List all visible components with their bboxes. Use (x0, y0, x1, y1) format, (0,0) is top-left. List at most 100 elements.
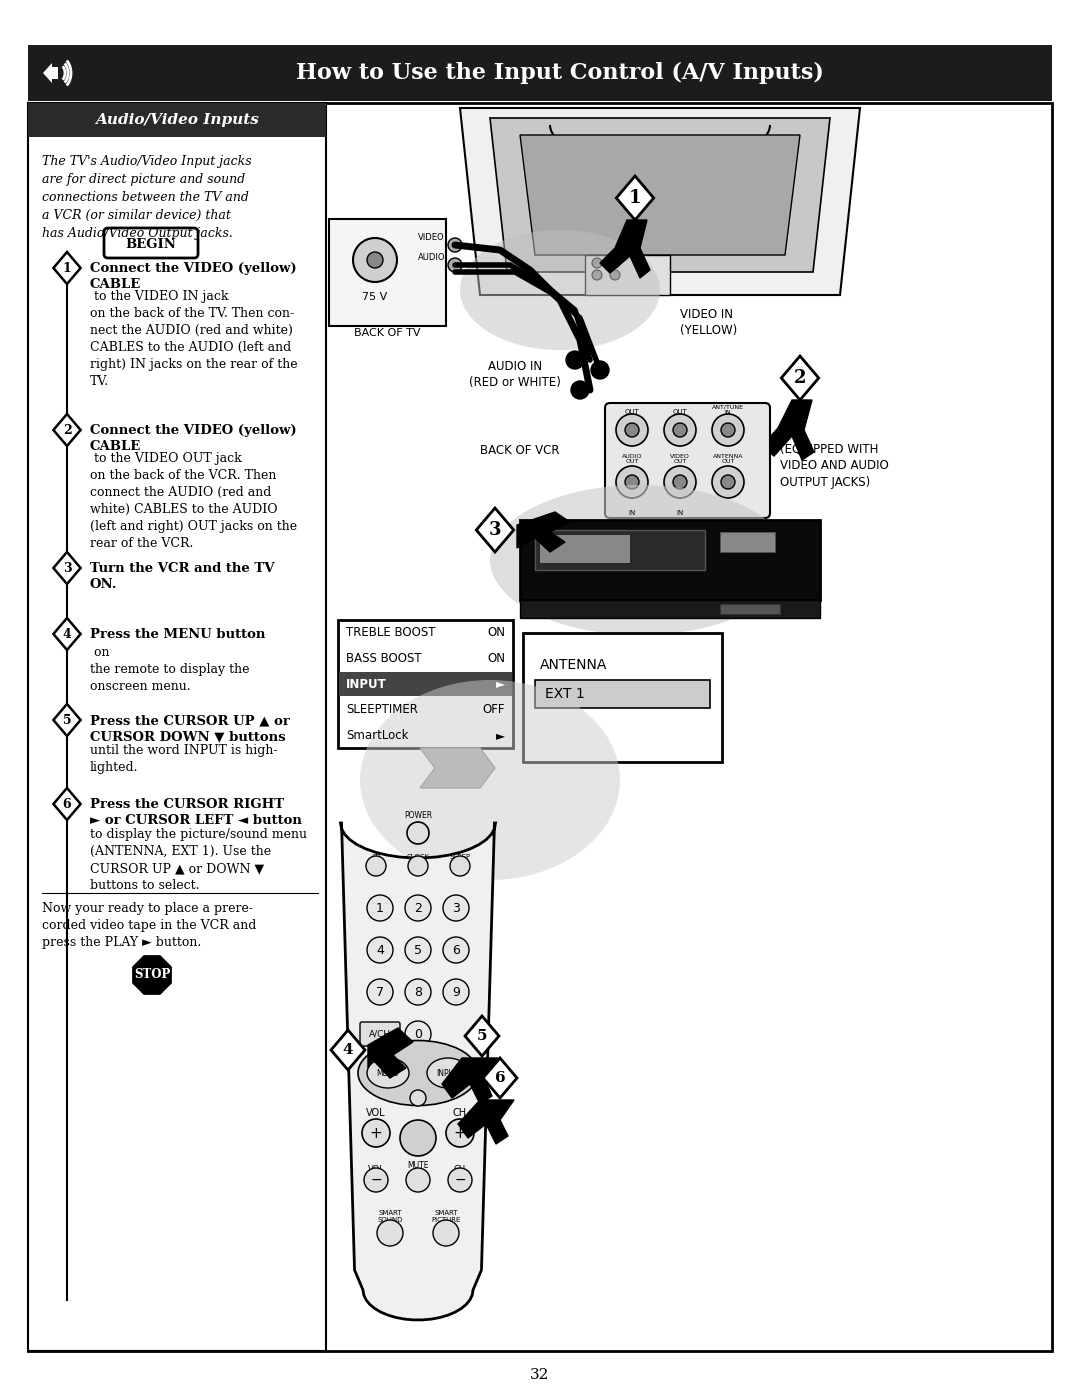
Circle shape (433, 1220, 459, 1246)
Text: Press the CURSOR UP ▲ or
CURSOR DOWN ▼ buttons: Press the CURSOR UP ▲ or CURSOR DOWN ▼ b… (90, 714, 289, 743)
Text: +: + (369, 1126, 382, 1140)
Circle shape (443, 979, 469, 1004)
FancyBboxPatch shape (535, 529, 705, 570)
Polygon shape (368, 1028, 413, 1078)
Circle shape (400, 1120, 436, 1155)
Text: Connect the VIDEO (yellow)
CABLE: Connect the VIDEO (yellow) CABLE (90, 425, 297, 454)
Text: Turn the VCR and the TV
ON.: Turn the VCR and the TV ON. (90, 562, 274, 591)
Polygon shape (465, 1016, 499, 1056)
FancyBboxPatch shape (523, 633, 723, 761)
Circle shape (610, 258, 620, 268)
Circle shape (721, 423, 735, 437)
Circle shape (625, 423, 639, 437)
Text: OFF: OFF (483, 703, 505, 717)
FancyBboxPatch shape (720, 532, 775, 552)
Circle shape (448, 1168, 472, 1192)
Circle shape (625, 475, 639, 489)
FancyBboxPatch shape (104, 228, 198, 258)
Text: SOUND: SOUND (377, 1217, 403, 1222)
FancyBboxPatch shape (360, 1023, 400, 1046)
Text: INPUT: INPUT (436, 1069, 459, 1077)
Circle shape (616, 467, 648, 497)
Polygon shape (53, 552, 81, 584)
FancyBboxPatch shape (540, 535, 630, 563)
Polygon shape (330, 1030, 365, 1070)
Text: SmartLock: SmartLock (346, 729, 408, 742)
Text: TREBLE BOOST: TREBLE BOOST (346, 626, 435, 640)
Polygon shape (43, 63, 52, 82)
Text: BASS BOOST: BASS BOOST (346, 652, 421, 665)
Polygon shape (53, 617, 81, 650)
Text: on
the remote to display the
onscreen menu.: on the remote to display the onscreen me… (90, 645, 249, 693)
Circle shape (377, 1220, 403, 1246)
Text: CLOCK: CLOCK (406, 854, 430, 861)
Polygon shape (617, 176, 653, 219)
FancyBboxPatch shape (28, 45, 1052, 101)
Text: Press the CURSOR RIGHT
► or CURSOR LEFT ◄ button: Press the CURSOR RIGHT ► or CURSOR LEFT … (90, 798, 302, 827)
FancyBboxPatch shape (519, 520, 820, 599)
Text: 6: 6 (495, 1071, 505, 1085)
Text: Connect the VIDEO (yellow)
CABLE: Connect the VIDEO (yellow) CABLE (90, 263, 297, 292)
Text: STOP: STOP (134, 968, 171, 982)
Text: 6: 6 (63, 798, 71, 810)
Text: VCR
(EQUIPPED WITH
VIDEO AND AUDIO
OUTPUT JACKS): VCR (EQUIPPED WITH VIDEO AND AUDIO OUTPU… (780, 425, 889, 489)
Circle shape (353, 237, 397, 282)
Text: EXT 1: EXT 1 (545, 687, 584, 701)
Polygon shape (134, 957, 171, 993)
Text: 2: 2 (414, 901, 422, 915)
Text: −: − (370, 1173, 382, 1187)
Text: to the VIDEO IN jack
on the back of the TV. Then con-
nect the AUDIO (red and wh: to the VIDEO IN jack on the back of the … (90, 291, 298, 388)
Text: 6: 6 (453, 943, 460, 957)
Text: CH: CH (454, 1165, 467, 1175)
Text: ON: ON (487, 652, 505, 665)
Text: INPUT: INPUT (346, 678, 387, 690)
Circle shape (364, 1168, 388, 1192)
FancyBboxPatch shape (52, 67, 58, 80)
Circle shape (610, 270, 620, 279)
Text: +: + (454, 1126, 467, 1140)
Text: ANT/TUNE
IN: ANT/TUNE IN (712, 405, 744, 415)
FancyBboxPatch shape (535, 680, 710, 708)
Text: to the VIDEO OUT jack
on the back of the VCR. Then
connect the AUDIO (red and
wh: to the VIDEO OUT jack on the back of the… (90, 453, 297, 550)
Circle shape (592, 270, 602, 279)
Circle shape (448, 258, 462, 272)
Text: VIDEO
OUT: VIDEO OUT (670, 454, 690, 464)
Circle shape (664, 414, 696, 446)
Text: 1: 1 (63, 261, 71, 274)
Circle shape (673, 475, 687, 489)
Circle shape (450, 856, 470, 876)
Text: OUT: OUT (673, 409, 687, 415)
Text: Now your ready to place a prere-
corded video tape in the VCR and
press the PLAY: Now your ready to place a prere- corded … (42, 902, 256, 949)
Polygon shape (519, 136, 800, 256)
FancyBboxPatch shape (720, 604, 780, 615)
Text: 32: 32 (530, 1368, 550, 1382)
Text: CH: CH (453, 1108, 467, 1118)
Text: IN: IN (676, 510, 684, 515)
Circle shape (405, 895, 431, 921)
FancyBboxPatch shape (28, 103, 326, 137)
Text: OUT: OUT (624, 409, 639, 415)
Polygon shape (53, 251, 81, 284)
Circle shape (712, 467, 744, 497)
Text: ON: ON (487, 626, 505, 640)
FancyBboxPatch shape (585, 256, 670, 295)
Text: 7: 7 (376, 985, 384, 999)
Circle shape (410, 1090, 426, 1106)
Text: VOL: VOL (367, 1165, 384, 1175)
Ellipse shape (360, 680, 620, 880)
Text: 0: 0 (414, 1028, 422, 1041)
Polygon shape (476, 509, 514, 552)
Text: SLEEPTIMER: SLEEPTIMER (346, 703, 418, 717)
Text: VIDEO: VIDEO (418, 232, 445, 242)
Text: 4: 4 (342, 1044, 353, 1058)
Polygon shape (762, 400, 814, 460)
Text: 3: 3 (453, 901, 460, 915)
Circle shape (571, 381, 589, 400)
Circle shape (446, 1119, 474, 1147)
Ellipse shape (490, 485, 789, 636)
FancyBboxPatch shape (329, 219, 446, 326)
Text: 4: 4 (376, 943, 383, 957)
Text: 1: 1 (376, 901, 383, 915)
Polygon shape (458, 1099, 514, 1144)
Text: 1: 1 (629, 189, 642, 207)
